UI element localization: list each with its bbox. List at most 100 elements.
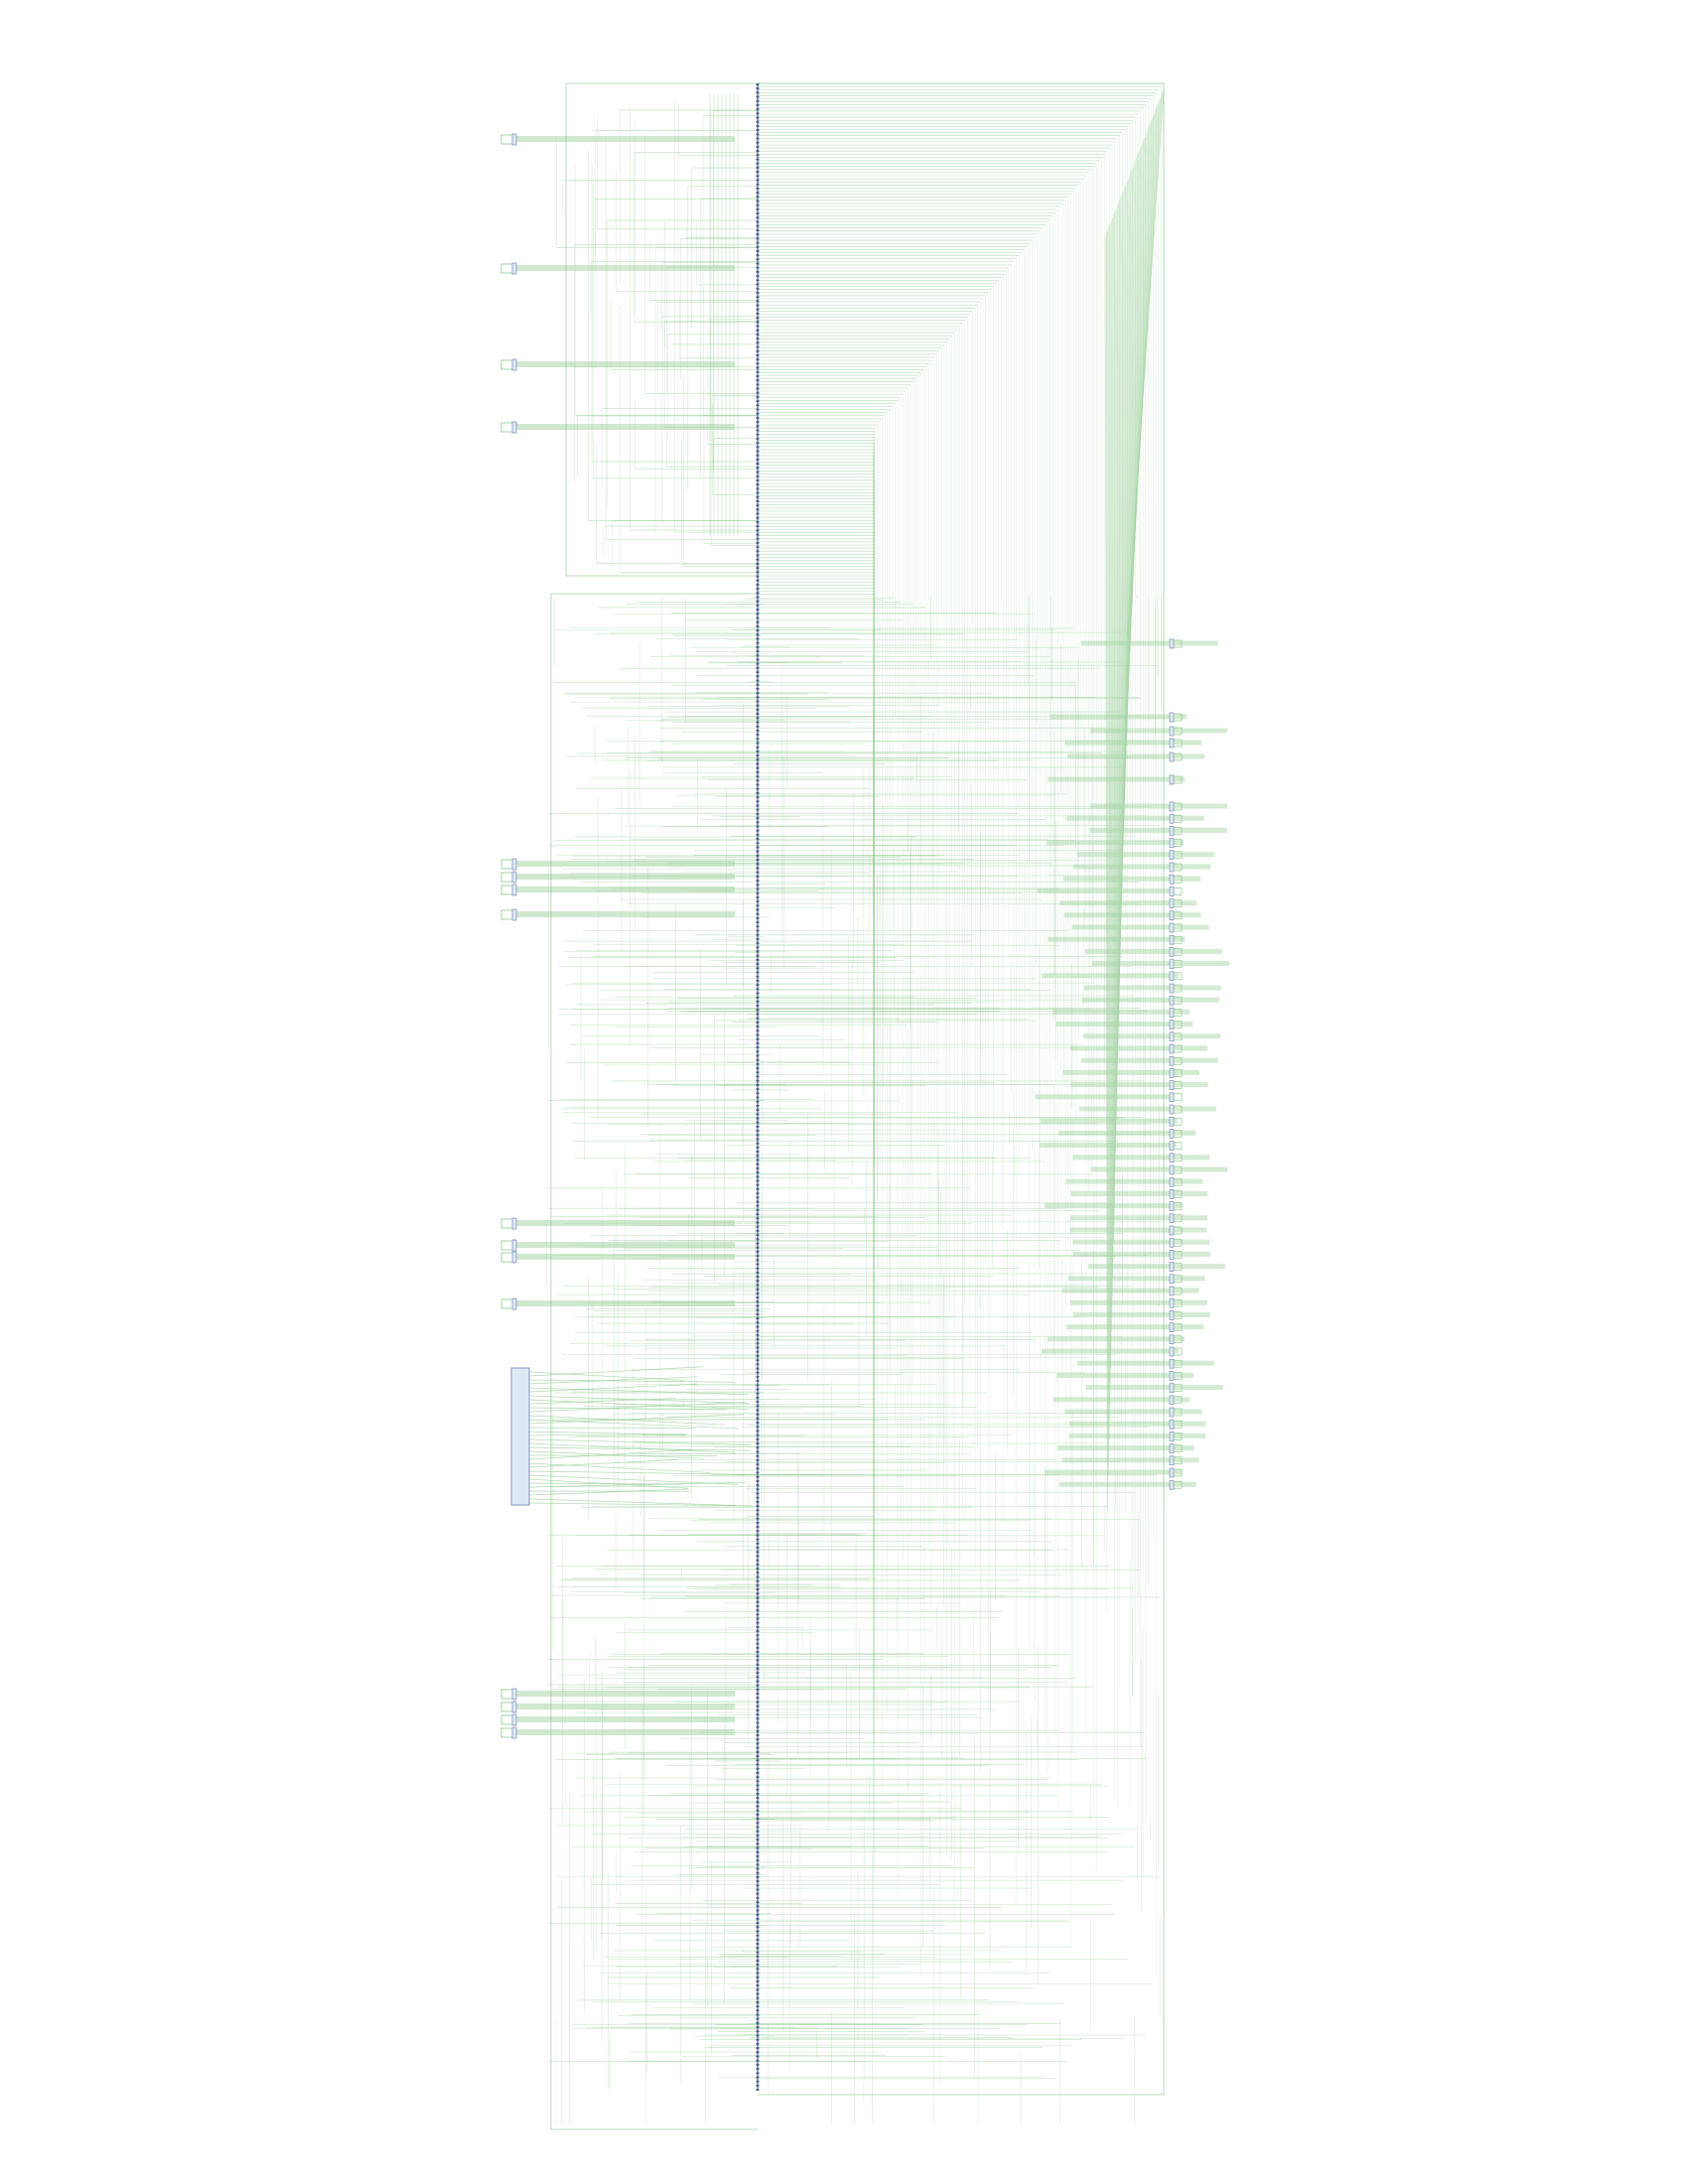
right-connector [1169,1407,1183,1418]
connector-wire-band [516,874,735,880]
wire [528,1402,746,1413]
spine-pin [756,1584,760,1586]
spine-pin [756,391,760,394]
spine-pin [756,1559,760,1562]
right-connector [1169,1237,1183,1248]
connector-wire-band [1083,985,1221,991]
spine-pin [756,1242,760,1245]
spine-pin [756,1272,760,1274]
left-connector [500,1701,517,1713]
left-connector [500,1713,517,1726]
connector-frame [1173,752,1183,761]
connector-wire-band [1041,1348,1179,1354]
spine-pin [756,1204,760,1207]
connector-wire-band [1083,1033,1221,1039]
spine-pin [756,1467,760,1470]
spine-pin [756,317,760,319]
connector-wire-band [1068,1433,1206,1438]
connector-frame [1173,851,1183,860]
spine-pin [756,1033,760,1036]
right-connector [1169,1153,1183,1163]
connector-wire-band [1055,1022,1194,1027]
spine-pin [756,529,760,532]
left-connector [500,1239,517,1252]
connector-body [511,1217,517,1230]
connector-body [1169,1031,1175,1042]
spine-pin [756,329,760,332]
spine-pin [756,433,760,436]
spine-pin [756,271,760,273]
spine-pin [756,1042,760,1044]
spine-pin [756,1839,760,1841]
spine-pin [756,2055,760,2058]
spine-pin [756,963,760,965]
spine-pin [756,2013,760,2016]
spine-pin [756,400,760,402]
spine-pin [756,1522,760,1524]
spine-pin [756,2064,760,2066]
spine-pin [756,1009,760,1012]
spine-pin [756,1213,760,1215]
spine-pin [756,1713,760,1715]
spine-pin [756,2001,760,2003]
spine-pin [756,495,760,498]
connector-body [1169,801,1175,812]
spine-pin [756,804,760,807]
spine-pin [756,1426,760,1429]
wire-band [1110,210,1116,1369]
connector-frame [1173,1105,1183,1114]
right-connector [1169,995,1183,1006]
spine-pin [756,1401,760,1403]
spine-pin [756,1459,760,1461]
right-connector [1169,1164,1183,1175]
spine-pin [756,158,760,161]
spine-pin [756,362,760,365]
left-connector [500,358,517,371]
right-connector [1169,1092,1183,1103]
spine-pin [756,1663,760,1666]
spine-pin [756,1738,760,1741]
spine-pin [756,1050,760,1053]
left-connector [500,1726,517,1739]
spine-pin [756,900,760,902]
spine-pin [756,1475,760,1478]
connector-wire-band [1035,1094,1173,1100]
right-connector [1169,801,1183,812]
spine-pin [756,1022,760,1024]
connector-frame [1173,1117,1183,1126]
connector-frame [1173,814,1183,823]
spine-pin [756,1992,760,1995]
connector-body [1169,1334,1175,1345]
connector-wire-band [516,1691,735,1697]
spine-pin [756,224,760,227]
spine-pin [756,1776,760,1778]
connector-frame [1173,875,1183,884]
connector-wire-band [1037,887,1175,893]
spine-pin [756,1755,760,1757]
spine-pin [756,1058,760,1061]
connector-wire-band [1058,1481,1196,1487]
schematic-outline [550,82,1165,2130]
spine-pin [756,709,760,711]
spine-pin [756,479,760,481]
spine-pin [756,2089,760,2091]
spine-pin [756,459,760,461]
connector-body [1169,898,1175,908]
right-connector [1169,1286,1183,1297]
spine-pin [756,1446,760,1449]
connector-body [511,1701,517,1713]
spine-pin [756,1913,760,1916]
spine-pin [756,349,760,352]
spine-pin [756,1801,760,1804]
connector-frame [1173,1154,1183,1162]
spine-pin [756,2080,760,2083]
spine-pin [756,921,760,923]
connector-wire-band [1070,1082,1208,1088]
spine-pin [756,825,760,828]
spine-pin [756,1297,760,1298]
connector-body [1169,1189,1175,1199]
spine-pin [756,1818,760,1820]
wire [528,1383,698,1393]
spine-pin [756,996,760,999]
spine-pin [756,1571,760,1574]
